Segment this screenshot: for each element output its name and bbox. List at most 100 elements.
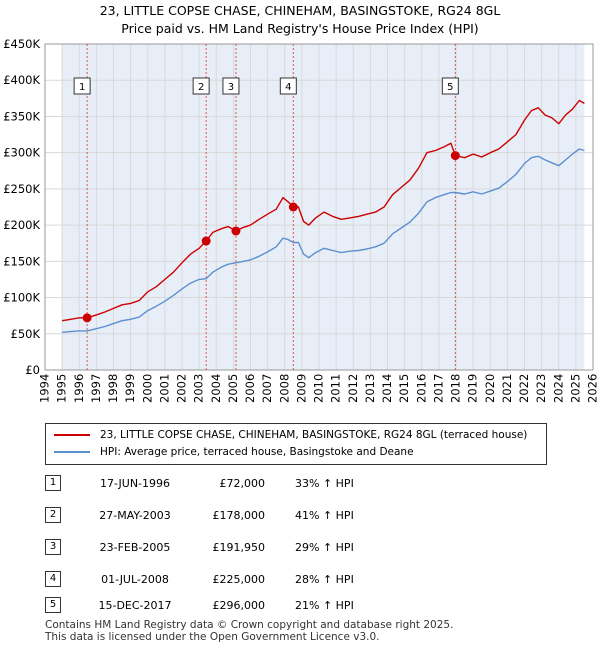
y-tick-label: £100K bbox=[3, 291, 40, 305]
y-tick-label: £150K bbox=[3, 254, 40, 268]
row-price: £191,950 bbox=[212, 541, 266, 554]
legend-item-property: 23, LITTLE COPSE CHASE, CHINEHAM, BASING… bbox=[54, 429, 527, 441]
x-tick-label: 1999 bbox=[123, 374, 137, 403]
plot-frame bbox=[44, 43, 594, 371]
row-badge: 2 bbox=[45, 507, 61, 523]
x-tick-label: 2014 bbox=[380, 374, 394, 403]
x-tick-label: 2012 bbox=[346, 374, 360, 403]
x-tick-label: 1998 bbox=[106, 374, 120, 403]
sale-label-box bbox=[73, 77, 91, 95]
x-tick-label: 2013 bbox=[363, 374, 377, 403]
table-row: 3 23-FEB-2005 £191,950 29% ↑ HPI bbox=[45, 539, 445, 557]
chart-title: 23, LITTLE COPSE CHASE, CHINEHAM, BASING… bbox=[99, 3, 501, 18]
legend-label-hpi: HPI: Average price, terraced house, Basi… bbox=[100, 446, 414, 458]
x-tick-label: 2019 bbox=[466, 374, 480, 403]
sale-label-box bbox=[192, 77, 210, 95]
legend-item-hpi: HPI: Average price, terraced house, Basi… bbox=[54, 446, 414, 458]
sale-label-number: 3 bbox=[228, 82, 234, 93]
sale-point bbox=[288, 202, 298, 212]
sale-label-box bbox=[279, 77, 297, 95]
x-tick-label: 2000 bbox=[140, 374, 154, 403]
x-tick-label: 2016 bbox=[414, 374, 428, 403]
footer: Contains HM Land Registry data © Crown c… bbox=[45, 619, 453, 643]
data-range-shade bbox=[62, 44, 585, 370]
x-tick-label: 2010 bbox=[312, 374, 326, 403]
y-tick-label: £400K bbox=[3, 73, 40, 87]
row-date: 01-JUL-2008 bbox=[101, 573, 169, 586]
legend: 23, LITTLE COPSE CHASE, CHINEHAM, BASING… bbox=[45, 423, 547, 465]
x-tick-label: 2026 bbox=[586, 374, 600, 403]
row-price: £72,000 bbox=[219, 477, 266, 490]
row-badge: 1 bbox=[45, 475, 61, 491]
x-tick-label: 2021 bbox=[500, 374, 514, 403]
y-tick-label: £250K bbox=[3, 182, 40, 196]
x-tick-label: 2002 bbox=[175, 374, 189, 403]
sale-point bbox=[231, 226, 241, 236]
row-price: £296,000 bbox=[212, 599, 266, 612]
y-tick-label: £0 bbox=[25, 363, 40, 377]
sale-label-number: 5 bbox=[447, 82, 453, 93]
x-tick-label: 2007 bbox=[260, 374, 274, 403]
x-tick-label: 2005 bbox=[226, 374, 240, 403]
footer-line-1: Contains HM Land Registry data © Crown c… bbox=[45, 619, 454, 631]
row-date: 15-DEC-2017 bbox=[98, 599, 172, 612]
x-tick-label: 2004 bbox=[209, 374, 223, 403]
x-tick-label: 2001 bbox=[157, 374, 171, 403]
table-row: 4 01-JUL-2008 £225,000 28% ↑ HPI bbox=[45, 571, 445, 589]
legend-swatch-property bbox=[54, 434, 90, 436]
x-tick-label: 2011 bbox=[329, 374, 343, 403]
legend-label-property: 23, LITTLE COPSE CHASE, CHINEHAM, BASING… bbox=[100, 429, 528, 441]
x-tick-label: 2015 bbox=[397, 374, 411, 403]
sale-label-box bbox=[222, 77, 240, 95]
x-tick-label: 1995 bbox=[55, 374, 69, 403]
sale-label-number: 4 bbox=[285, 82, 291, 93]
x-tick-label: 1994 bbox=[38, 374, 52, 403]
row-date: 27-MAY-2003 bbox=[99, 509, 171, 522]
y-tick-label: £450K bbox=[3, 37, 40, 51]
row-hpi: 41% ↑ HPI bbox=[295, 509, 354, 522]
x-tick-label: 2022 bbox=[517, 374, 531, 403]
row-price: £225,000 bbox=[212, 573, 266, 586]
y-tick-label: £300K bbox=[3, 146, 40, 160]
row-badge: 3 bbox=[45, 539, 61, 555]
legend-swatch-hpi bbox=[54, 451, 90, 453]
sale-label-number: 1 bbox=[79, 82, 85, 93]
x-tick-label: 2024 bbox=[551, 374, 565, 403]
x-tick-label: 2018 bbox=[449, 374, 463, 403]
y-tick-label: £50K bbox=[11, 327, 41, 341]
table-row: 2 27-MAY-2003 £178,000 41% ↑ HPI bbox=[45, 507, 445, 525]
row-hpi: 29% ↑ HPI bbox=[295, 541, 354, 554]
x-tick-label: 2008 bbox=[277, 374, 291, 403]
hpi-line bbox=[62, 148, 585, 333]
y-tick-label: £350K bbox=[3, 109, 40, 123]
property-price-line bbox=[61, 99, 585, 322]
row-price: £178,000 bbox=[212, 509, 266, 522]
sale-label-box bbox=[441, 77, 459, 95]
footer-line-2: This data is licensed under the Open Gov… bbox=[45, 631, 380, 643]
chart-subtitle: Price paid vs. HM Land Registry's House … bbox=[121, 21, 479, 36]
x-tick-label: 2009 bbox=[294, 374, 308, 403]
sale-point bbox=[82, 313, 92, 323]
x-tick-label: 2025 bbox=[568, 374, 582, 403]
sale-point bbox=[201, 236, 211, 246]
row-date: 17-JUN-1996 bbox=[99, 477, 171, 490]
x-tick-label: 2006 bbox=[243, 374, 257, 403]
x-tick-label: 1997 bbox=[89, 374, 103, 403]
row-badge: 4 bbox=[45, 571, 61, 587]
row-badge: 5 bbox=[45, 597, 61, 613]
x-tick-label: 2020 bbox=[483, 374, 497, 403]
y-tick-label: £200K bbox=[3, 218, 40, 232]
x-tick-label: 2017 bbox=[431, 374, 445, 403]
x-tick-label: 1996 bbox=[72, 374, 86, 403]
price-chart: £0 £50K £100K £150K £200K £250K £300K £350K £400… bbox=[3, 37, 600, 403]
row-date: 23-FEB-2005 bbox=[99, 541, 171, 554]
table-row: 1 17-JUN-1996 £72,000 33% ↑ HPI bbox=[45, 475, 445, 493]
x-tick-label: 2003 bbox=[192, 374, 206, 403]
row-hpi: 28% ↑ HPI bbox=[295, 573, 354, 586]
row-hpi: 21% ↑ HPI bbox=[295, 599, 354, 612]
sale-label-number: 2 bbox=[198, 82, 204, 93]
x-tick-label: 2023 bbox=[534, 374, 548, 403]
sale-point bbox=[450, 151, 460, 161]
row-hpi: 33% ↑ HPI bbox=[295, 477, 354, 490]
table-row: 5 15-DEC-2017 £296,000 21% ↑ HPI bbox=[45, 597, 445, 615]
